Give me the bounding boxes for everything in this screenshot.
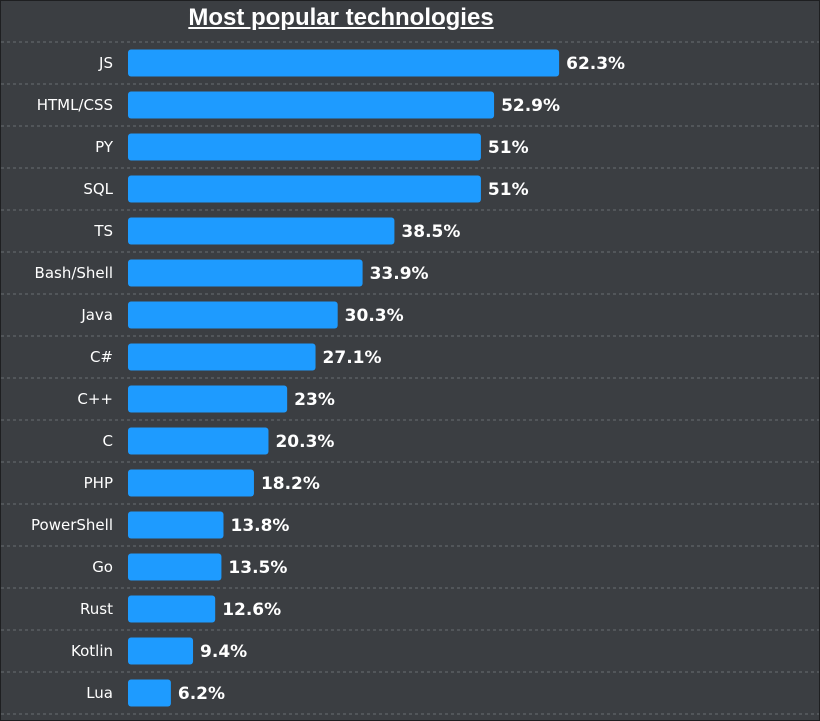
category-label: Go [92,558,113,576]
category-label: Kotlin [71,642,113,660]
value-label: 9.4% [200,642,247,662]
value-label: 13.5% [228,558,287,578]
bar [128,259,363,287]
bar [128,553,222,581]
category-label: Rust [80,600,113,618]
bar [128,679,171,707]
bar [128,637,194,665]
category-label: PowerShell [31,516,113,534]
category-label: PY [95,138,114,156]
bar [128,385,288,413]
category-label: C# [90,348,113,366]
bar [128,469,254,497]
category-label: Lua [86,684,113,702]
category-label: C [103,432,113,450]
category-label: Bash/Shell [35,264,113,282]
category-label: C++ [77,390,113,408]
chart-title: Most popular technologies [188,4,494,31]
value-label: 12.6% [222,600,281,620]
bar [128,595,216,623]
bar [128,217,395,245]
category-label: JS [98,54,113,72]
bar [128,301,338,329]
category-label: Java [80,306,113,324]
bar [128,427,269,455]
value-label: 30.3% [345,306,404,326]
value-label: 62.3% [566,54,625,74]
value-label: 38.5% [401,222,460,242]
bar [128,511,224,539]
category-label: PHP [84,474,113,492]
value-label: 52.9% [501,96,560,116]
bar [128,343,316,371]
value-label: 51% [488,180,529,200]
value-label: 6.2% [178,684,225,704]
value-label: 27.1% [323,348,382,368]
category-label: HTML/CSS [37,96,113,114]
category-label: SQL [83,180,113,198]
bar [128,175,481,203]
category-label: TS [93,222,113,240]
value-label: 23% [294,390,335,410]
value-label: 51% [488,138,529,158]
bar [128,91,495,119]
value-label: 18.2% [261,474,320,494]
bar [128,49,560,77]
value-label: 33.9% [370,264,429,284]
value-label: 13.8% [230,516,289,536]
value-label: 20.3% [275,432,334,452]
bar [128,133,481,161]
